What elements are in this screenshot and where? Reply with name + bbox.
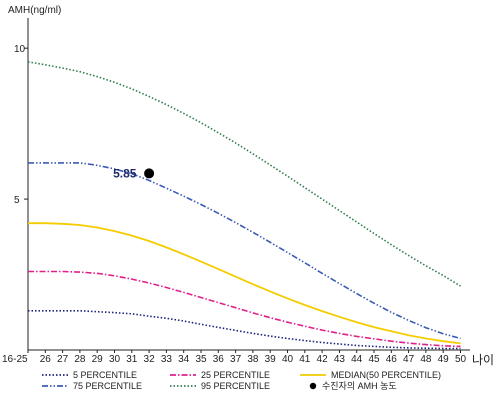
x-tick-label: 26: [40, 354, 52, 365]
patient-point-group: 5.85: [113, 166, 155, 180]
legend-label: 5 PERCENTILE: [73, 370, 137, 380]
legend-label: 95 PERCENTILE: [201, 381, 270, 391]
x-tick-label: 39: [265, 354, 277, 365]
y-tick-label: 5: [14, 195, 20, 206]
x-ticks: 16-25 26 27 28 29 30 31 32 33 34 35 36 37 38 39 40 41 42 4…: [2, 350, 466, 365]
x-tick-label: 42: [317, 354, 329, 365]
series-line-75-percentile: [28, 162, 461, 340]
x-tick-label: 40: [282, 354, 294, 365]
x-tick-label: 31: [126, 354, 138, 365]
x-tick-label: 36: [213, 354, 225, 365]
x-tick-label: 30: [109, 354, 121, 365]
legend-point-swatch: [309, 382, 317, 390]
x-tick-label: 50: [455, 354, 467, 365]
x-tick-label: 35: [195, 354, 207, 365]
x-tick-label: 38: [247, 354, 259, 365]
legend-label: 25 PERCENTILE: [201, 370, 270, 380]
x-tick-label: 49: [438, 354, 450, 365]
series-line-25-percentile: [28, 270, 461, 348]
legend: 5 PERCENTILE 25 PERCENTILE MEDIAN(50 PERCE…: [42, 370, 441, 391]
legend-label: 75 PERCENTILE: [73, 381, 142, 391]
x-tick-label: 37: [230, 354, 242, 365]
x-tick-label: 41: [299, 354, 311, 365]
x-axis-label: 나이: [472, 353, 494, 367]
x-tick-label: 43: [334, 354, 346, 365]
patient-point-label: 5.85: [113, 166, 137, 180]
y-ticks: 5 10: [14, 44, 28, 206]
x-tick-label: 34: [178, 354, 190, 365]
x-tick-label: 16-25: [2, 354, 28, 365]
y-axis-label: AMH(ng/ml): [8, 5, 61, 16]
series-lines: [27, 61, 461, 350]
x-tick-label: 46: [386, 354, 398, 365]
x-tick-label: 44: [351, 354, 363, 365]
x-tick-label: 27: [57, 354, 69, 365]
axes: AMH(ng/ml) 나이: [8, 5, 494, 367]
legend-label: MEDIAN(50 PERCENTILE): [331, 370, 441, 380]
series-line-95-percentile: [27, 61, 461, 287]
x-tick-label: 29: [92, 354, 104, 365]
legend-point-label: 수진자의 AMH 농도: [322, 381, 397, 391]
series-line-5-percentile: [28, 309, 461, 350]
patient-point: [144, 168, 155, 179]
x-tick-label: 33: [161, 354, 173, 365]
x-tick-label: 47: [403, 354, 415, 365]
x-tick-label: 32: [144, 354, 156, 365]
x-tick-label: 48: [420, 354, 432, 365]
series-line-median-50-percentile-: [28, 222, 461, 345]
x-tick-label: 28: [74, 354, 86, 365]
y-tick-label: 10: [14, 44, 26, 55]
x-tick-label: 45: [368, 354, 380, 365]
